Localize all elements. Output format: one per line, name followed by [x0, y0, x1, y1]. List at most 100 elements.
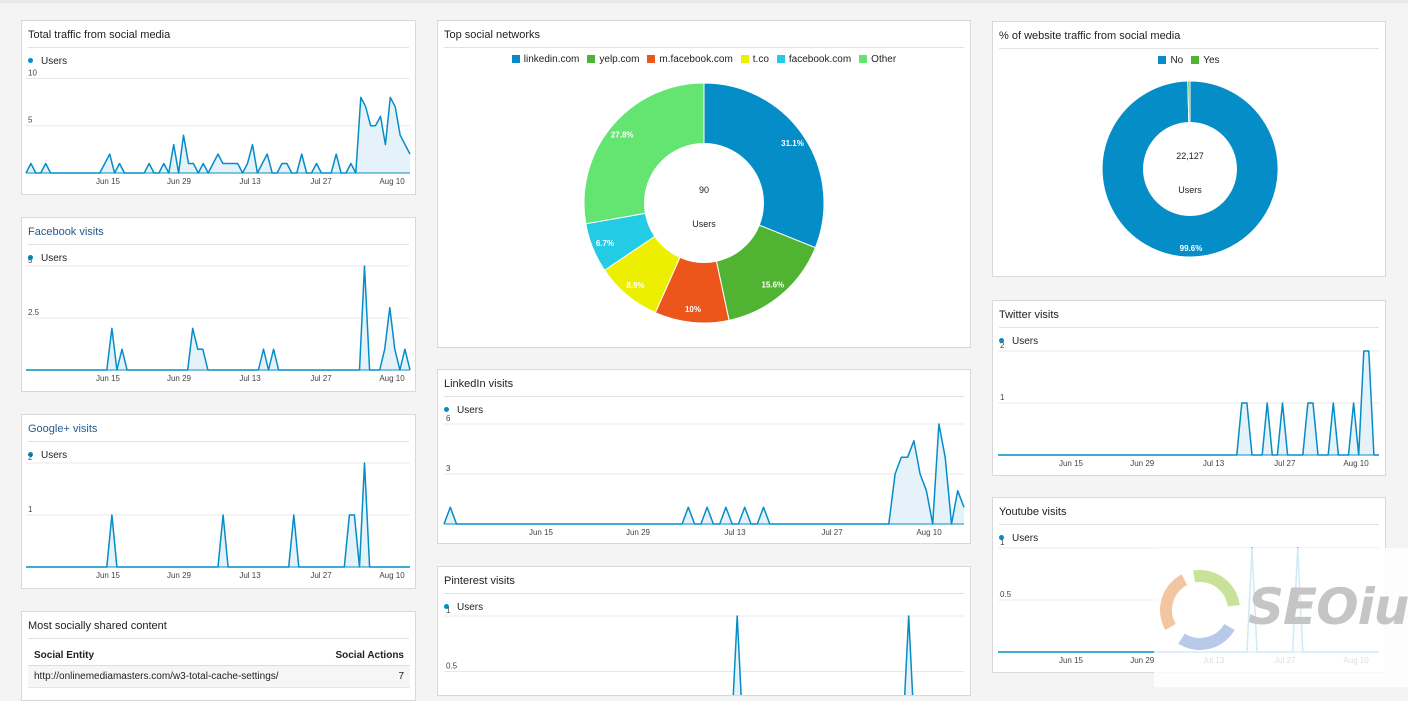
chart-legend: Users [28, 253, 67, 264]
widget-title[interactable]: Google+ visits [28, 423, 98, 435]
legend-dot [999, 338, 1004, 343]
pie-legend: linkedin.com yelp.com m.facebook.com t.co fa… [438, 54, 970, 65]
widget-pct-social-traffic: % of website traffic from social media N… [992, 21, 1386, 277]
legend-item[interactable]: Other [859, 54, 896, 65]
slice-label: 27.8% [611, 130, 634, 139]
y-tick-label: 2.5 [28, 308, 40, 317]
legend-item[interactable]: Yes [1191, 55, 1220, 66]
widget-facebook-visits: Facebook visits Users 5 2.5 Jun 15 Jun 29 Ju… [21, 217, 416, 392]
x-tick-label: Aug 10 [379, 177, 405, 186]
legend-label: m.facebook.com [659, 54, 733, 65]
series-area [444, 424, 964, 524]
widget-title[interactable]: Top social networks [444, 29, 540, 41]
widget-title[interactable]: Total traffic from social media [28, 29, 171, 41]
x-tick-label: Jul 13 [724, 528, 746, 537]
legend-item[interactable]: No [1158, 55, 1183, 66]
legend-label: Yes [1203, 55, 1220, 66]
y-tick-label: 2 [28, 453, 33, 462]
x-tick-label: Jul 13 [1203, 459, 1225, 468]
chart-legend: Users [444, 602, 483, 613]
center-label: Users [1178, 185, 1202, 195]
x-tick-label: Jun 29 [167, 177, 192, 186]
legend-swatch [647, 55, 656, 63]
legend-label: yelp.com [599, 54, 640, 65]
donut-hole [1143, 122, 1237, 216]
donut-hole [644, 143, 764, 263]
series-area [733, 616, 913, 695]
legend-label: Users [1012, 336, 1039, 347]
pie-slice [654, 201, 730, 324]
title-divider [28, 244, 409, 245]
line-chart[interactable]: 5 2.5 Jun 15 Jun 29 Jul 13 Jul 27 Aug 10 [22, 218, 416, 392]
legend-swatch [740, 55, 749, 63]
line-chart[interactable]: 10.5 [438, 567, 971, 696]
x-tick-label: Jun 15 [1059, 459, 1084, 468]
line-chart[interactable]: 2 1 Jun 15 Jun 29 Jul 13 Jul 27 Aug 10 [22, 415, 416, 589]
legend-dot [28, 452, 33, 457]
x-tick-label: Aug 10 [916, 528, 942, 537]
line-chart[interactable]: 6 3 Jun 15 Jun 29 Jul 13 Jul 27 Aug 10 [438, 370, 971, 544]
y-tick-label: 2 [1000, 341, 1005, 350]
actions-count: 7 [318, 665, 410, 688]
entity-link[interactable]: http://onlinemediamasters.com/w3-total-c… [28, 665, 319, 688]
slice-label: 6.7% [596, 239, 614, 248]
legend-label: facebook.com [788, 54, 852, 65]
shared-content-table: Social Entity Social Actions http://onli… [28, 646, 410, 688]
legend-label: Users [41, 253, 68, 264]
legend-item[interactable]: linkedin.com [511, 54, 579, 65]
legend-item[interactable]: yelp.com [587, 54, 639, 65]
slice-label: 8.9% [626, 281, 644, 290]
widget-total-traffic: Total traffic from social media Users 10… [21, 20, 416, 195]
x-tick-label: Jul 13 [239, 571, 261, 580]
widget-pinterest-visits: Pinterest visits Users 1 0.5 [437, 566, 971, 696]
chart-legend: Users [28, 450, 67, 461]
x-tick-label: Jul 13 [239, 374, 261, 383]
widget-title[interactable]: Youtube visits [999, 506, 1067, 518]
title-divider [28, 441, 409, 442]
col-header-social-actions[interactable]: Social Actions [318, 646, 410, 666]
widget-title[interactable]: Facebook visits [28, 226, 104, 238]
chart-legend: Users [999, 336, 1038, 347]
widget-top-social-networks: Top social networks linkedin.com yelp.com… [437, 20, 971, 348]
widget-title[interactable]: Most socially shared content [28, 620, 167, 632]
legend-dot [444, 407, 449, 412]
widget-most-shared: Most socially shared content Social Enti… [21, 611, 416, 701]
x-tick-label: Jul 27 [310, 177, 332, 186]
center-value: 22,127 [1176, 151, 1204, 161]
title-divider [444, 396, 964, 397]
donut-chart[interactable]: 99.6% 22,127 Users [993, 22, 1386, 277]
chart-legend: Users [999, 533, 1038, 544]
slice-label: 31.1% [781, 139, 804, 148]
x-tick-label: Aug 10 [1343, 459, 1369, 468]
donut-chart[interactable]: 31.1% 15.6% 10% 8.9% 6.7% 27.8% 90 Users [438, 21, 971, 348]
legend-label: Users [1012, 533, 1039, 544]
title-divider [28, 638, 409, 639]
widget-title[interactable]: % of website traffic from social media [999, 30, 1181, 42]
title-divider [28, 47, 409, 48]
table-row[interactable]: http://onlinemediamasters.com/w3-total-c… [28, 665, 410, 688]
widget-title[interactable]: Twitter visits [999, 309, 1059, 321]
legend-label: Users [457, 405, 484, 416]
widget-title[interactable]: LinkedIn visits [444, 378, 514, 390]
x-tick-label: Jul 13 [239, 177, 261, 186]
x-tick-label: Jun 29 [167, 571, 192, 580]
title-divider [999, 48, 1379, 49]
legend-label: Users [41, 450, 68, 461]
y-tick-label: 5 [28, 256, 33, 265]
widget-linkedin-visits: LinkedIn visits Users 6 3 Jun 15 Jun 29 Jul … [437, 369, 971, 544]
legend-swatch [776, 55, 785, 63]
line-chart[interactable]: 10 5 Jun 15 Jun 29 Jul 13 Jul 27 Aug 10 [22, 21, 416, 195]
x-tick-label: Jul 27 [821, 528, 843, 537]
legend-item[interactable]: t.co [740, 54, 769, 65]
legend-item[interactable]: facebook.com [776, 54, 852, 65]
col-header-social-entity[interactable]: Social Entity [28, 646, 319, 666]
y-tick-label: 1 [1000, 393, 1005, 402]
legend-dot [999, 535, 1004, 540]
legend-item[interactable]: m.facebook.com [647, 54, 733, 65]
x-tick-label: Aug 10 [379, 571, 405, 580]
table-header-row: Social Entity Social Actions [28, 646, 410, 666]
center-value: 90 [699, 185, 709, 195]
widget-title[interactable]: Pinterest visits [444, 575, 515, 587]
series-area [998, 351, 1379, 455]
line-chart[interactable]: 2 1 Jun 15 Jun 29 Jul 13 Jul 27 Aug 10 [993, 301, 1386, 476]
